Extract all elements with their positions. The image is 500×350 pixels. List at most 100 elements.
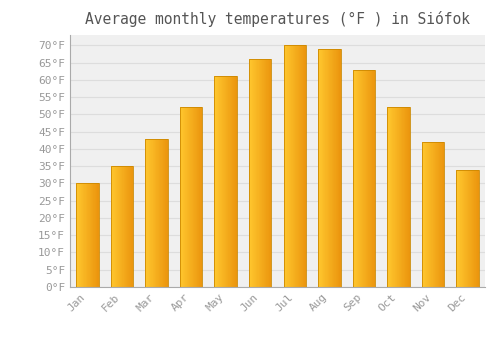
Bar — [252, 59, 253, 287]
Bar — [365, 70, 366, 287]
Bar — [443, 142, 444, 287]
Bar — [229, 76, 230, 287]
Bar — [80, 183, 81, 287]
Bar — [122, 166, 123, 287]
Bar — [132, 166, 133, 287]
Bar — [427, 142, 428, 287]
Bar — [300, 46, 301, 287]
Bar — [366, 70, 367, 287]
Bar — [256, 59, 257, 287]
Bar — [128, 166, 129, 287]
Bar — [462, 170, 463, 287]
Bar — [266, 59, 267, 287]
Bar — [302, 46, 303, 287]
Bar — [251, 59, 252, 287]
Bar — [403, 107, 404, 287]
Bar — [398, 107, 399, 287]
Bar — [466, 170, 467, 287]
Bar — [222, 76, 223, 287]
Bar — [470, 170, 471, 287]
Bar — [388, 107, 410, 287]
Bar — [228, 76, 229, 287]
Bar — [391, 107, 392, 287]
Bar — [83, 183, 84, 287]
Bar — [335, 49, 336, 287]
Bar — [360, 70, 361, 287]
Bar — [358, 70, 359, 287]
Bar — [184, 107, 185, 287]
Bar — [110, 166, 133, 287]
Bar — [182, 107, 183, 287]
Bar — [197, 107, 198, 287]
Bar — [235, 76, 236, 287]
Bar — [408, 107, 409, 287]
Bar — [214, 76, 215, 287]
Bar — [294, 46, 295, 287]
Bar — [336, 49, 337, 287]
Bar — [150, 139, 151, 287]
Bar — [401, 107, 402, 287]
Bar — [231, 76, 232, 287]
Bar — [357, 70, 358, 287]
Bar — [318, 49, 340, 287]
Bar — [320, 49, 321, 287]
Bar — [323, 49, 324, 287]
Bar — [468, 170, 469, 287]
Bar — [339, 49, 340, 287]
Bar — [93, 183, 94, 287]
Bar — [220, 76, 221, 287]
Bar — [148, 139, 149, 287]
Bar — [145, 139, 146, 287]
Bar — [219, 76, 220, 287]
Bar — [329, 49, 330, 287]
Bar — [435, 142, 436, 287]
Bar — [216, 76, 217, 287]
Bar — [160, 139, 161, 287]
Bar — [423, 142, 424, 287]
Bar — [111, 166, 112, 287]
Bar — [86, 183, 88, 287]
Bar — [441, 142, 442, 287]
Bar — [326, 49, 327, 287]
Bar — [352, 70, 375, 287]
Bar — [426, 142, 427, 287]
Bar — [225, 76, 226, 287]
Bar — [185, 107, 186, 287]
Bar — [94, 183, 95, 287]
Bar — [301, 46, 302, 287]
Bar — [112, 166, 113, 287]
Bar — [296, 46, 297, 287]
Bar — [189, 107, 190, 287]
Bar — [261, 59, 262, 287]
Bar — [249, 59, 250, 287]
Bar — [289, 46, 290, 287]
Bar — [285, 46, 286, 287]
Bar — [201, 107, 202, 287]
Bar — [191, 107, 192, 287]
Bar — [395, 107, 396, 287]
Bar — [116, 166, 117, 287]
Bar — [298, 46, 300, 287]
Bar — [156, 139, 157, 287]
Bar — [402, 107, 403, 287]
Bar — [355, 70, 356, 287]
Bar — [192, 107, 194, 287]
Bar — [118, 166, 119, 287]
Bar — [288, 46, 289, 287]
Bar — [464, 170, 465, 287]
Bar — [190, 107, 191, 287]
Bar — [460, 170, 461, 287]
Bar — [167, 139, 168, 287]
Bar — [76, 183, 98, 287]
Bar — [253, 59, 254, 287]
Bar — [334, 49, 335, 287]
Bar — [236, 76, 237, 287]
Bar — [322, 49, 323, 287]
Bar — [119, 166, 120, 287]
Bar — [120, 166, 121, 287]
Bar — [151, 139, 152, 287]
Bar — [121, 166, 122, 287]
Bar — [354, 70, 355, 287]
Bar — [153, 139, 154, 287]
Bar — [440, 142, 441, 287]
